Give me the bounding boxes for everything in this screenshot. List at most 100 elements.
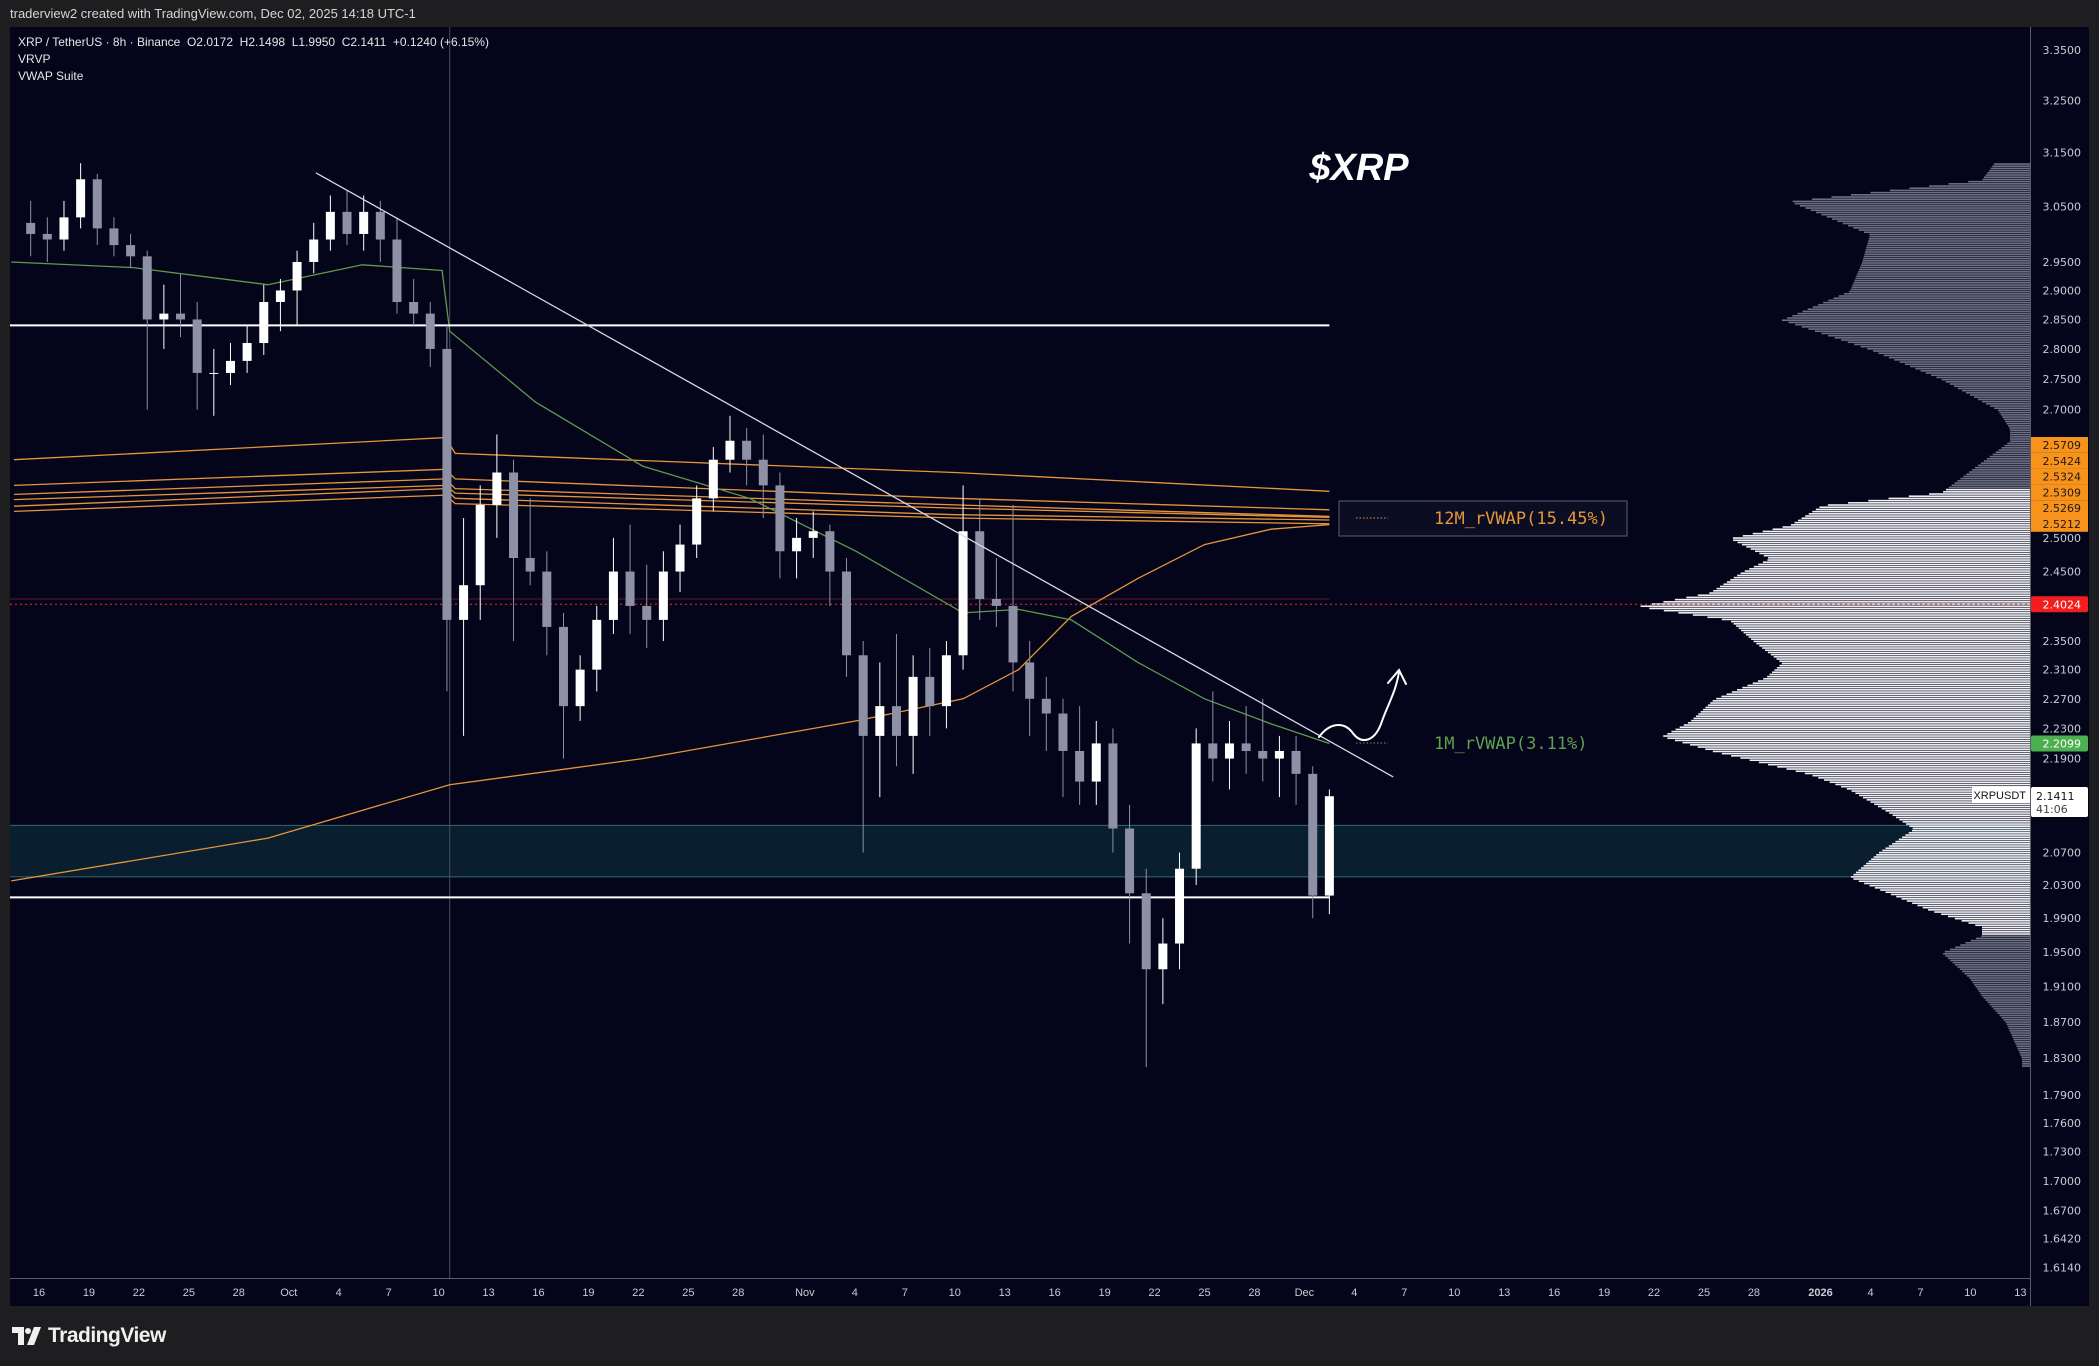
volume-profile-bar: [1943, 491, 2030, 493]
volume-profile-bar: [1792, 200, 2030, 203]
volume-profile-bar: [1752, 682, 2030, 685]
price-tick-label: 1.8700: [2043, 1016, 2082, 1029]
volume-profile-bar: [1772, 528, 2030, 531]
volume-profile-bar: [1815, 508, 2030, 511]
rvwap-1m-label: 1M_rVWAP(3.11%): [1434, 734, 1588, 754]
rvwap-12m-price-text: 2.5424: [2043, 455, 2082, 468]
volume-profile-bar: [1955, 946, 2030, 949]
candle-body: [958, 531, 968, 656]
volume-profile-bar: [1860, 345, 2030, 348]
candle: [409, 279, 419, 326]
time-axis[interactable]: [10, 1279, 2030, 1306]
price-tick-label: 1.7600: [2043, 1117, 2082, 1130]
volume-profile-bar: [1920, 370, 2030, 372]
volume-profile-bar: [1741, 543, 2030, 546]
volume-profile-bar: [1863, 257, 2030, 260]
volume-profile-bar: [1912, 829, 2030, 832]
volume-profile-bar: [1848, 224, 2030, 227]
volume-profile-bar: [1902, 821, 2030, 823]
candle: [325, 195, 335, 251]
volume-profile-bar: [1925, 372, 2030, 374]
volume-profile-bar: [1697, 746, 2030, 748]
volume-profile-bar: [1966, 975, 2030, 977]
volume-profile-bar: [1866, 799, 2030, 801]
candle: [442, 325, 452, 692]
volume-profile-bar: [1863, 231, 2030, 234]
volume-profile-bar: [1721, 752, 2030, 755]
candle-body: [1158, 943, 1168, 970]
volume-profile-bar: [1995, 451, 2030, 454]
candle-body: [625, 571, 635, 606]
candle-body: [875, 706, 885, 736]
arrow-drawing[interactable]: [1318, 668, 1407, 741]
volume-profile-bar: [1740, 757, 2030, 759]
volume-profile-bar: [1776, 658, 2030, 660]
volume-profile-bar: [1663, 609, 2030, 612]
volume-profile-bar: [1902, 836, 2030, 839]
volume-profile-bar: [1842, 222, 2030, 225]
tradingview-logo[interactable]: TradingView: [12, 1324, 166, 1348]
volume-profile-bar: [1683, 724, 2030, 726]
volume-profile-bar: [1981, 994, 2030, 997]
volume-profile-bar: [2001, 1016, 2030, 1019]
volume-profile-bar: [1753, 640, 2030, 643]
volume-profile-bar: [2006, 1023, 2030, 1026]
candle: [1075, 706, 1085, 805]
candle: [1191, 728, 1201, 886]
volume-profile-bar: [1861, 867, 2030, 869]
price-tick-label: 2.0700: [2043, 847, 2082, 860]
volume-profile-bar: [1889, 189, 2030, 192]
symbol-ohlc[interactable]: XRP / TetherUS · 8h · Binance O2.0172 H2…: [18, 35, 489, 49]
volume-profile-bar: [1828, 334, 2030, 337]
volume-profile-bar: [1679, 726, 2030, 729]
volume-profile-bar: [1795, 323, 2030, 326]
volume-profile-bar: [1812, 306, 2030, 308]
volume-profile-bar: [1744, 570, 2030, 572]
volume-profile-bar: [1981, 935, 2030, 938]
price-tick-label: 2.4500: [2043, 566, 2082, 579]
volume-profile-bar: [1697, 594, 2030, 597]
price-tick-label: 1.8300: [2043, 1052, 2082, 1065]
volume-profile-bar: [1863, 865, 2030, 867]
volume-profile-bar: [1974, 396, 2030, 399]
candle-body: [492, 472, 502, 505]
volume-profile-bar: [1899, 361, 2030, 363]
rvwap-12m-label-box[interactable]: 12M_rVWAP(15.45%): [1338, 500, 1628, 537]
candle-body: [1125, 828, 1135, 894]
price-tick-label: 3.0500: [2043, 200, 2082, 213]
candle: [592, 605, 602, 692]
volume-profile-bar: [1960, 477, 2030, 480]
volume-profile-bar: [1968, 180, 2030, 183]
volume-profile-bar: [1858, 271, 2030, 273]
volume-profile-bar: [1969, 977, 2030, 979]
indicator-vwap-suite[interactable]: VWAP Suite: [18, 69, 84, 83]
chart-pane[interactable]: [10, 27, 2030, 1278]
volume-profile-bar: [2016, 1045, 2030, 1048]
volume-profile-bar: [1850, 194, 2030, 196]
volume-profile-bar: [1859, 268, 2030, 271]
candle: [1108, 728, 1118, 853]
volume-profile-bar: [1855, 277, 2030, 280]
volume-profile-bar: [1810, 209, 2030, 212]
indicator-vrvp[interactable]: VRVP: [18, 52, 51, 66]
volume-profile-bar: [1716, 697, 2030, 700]
time-tick-label: 19: [1098, 1287, 1110, 1299]
price-tick-label: 1.9500: [2043, 946, 2082, 959]
volume-profile-bar: [1837, 220, 2030, 223]
candle-body: [941, 655, 951, 707]
candle: [575, 655, 585, 721]
volume-profile-bar: [1768, 763, 2030, 766]
volume-profile-bar: [1997, 1012, 2030, 1015]
volume-profile-bar: [1862, 260, 2030, 262]
time-tick-label: 4: [1351, 1287, 1357, 1299]
volume-profile-bar: [1710, 702, 2030, 704]
volume-profile-bar: [1737, 689, 2030, 691]
rvwap-12m-price-badge: [2031, 468, 2088, 485]
volume-profile-bar: [1686, 596, 2030, 599]
volume-profile-bar: [1772, 671, 2030, 674]
volume-profile-bar: [1675, 728, 2030, 731]
volume-profile-bar: [1750, 548, 2030, 550]
volume-profile-bar: [1871, 858, 2030, 861]
price-axis[interactable]: [2031, 27, 2089, 1306]
